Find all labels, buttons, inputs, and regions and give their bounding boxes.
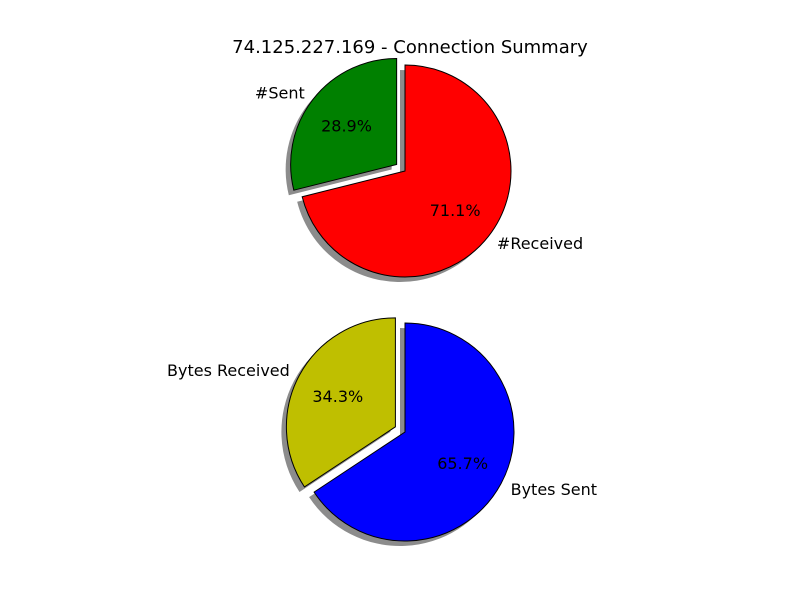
pie-slice-received (301, 64, 512, 278)
slice-label-bytes-sent: Bytes Sent (511, 480, 597, 499)
pie-slices (290, 57, 512, 278)
pct-label-bytes-received: 34.3% (312, 387, 363, 406)
slice-label-bytes-received: Bytes Received (167, 361, 290, 380)
pie-labels: 28.9% #Sent 71.1% #Received (255, 84, 583, 253)
pct-label-sent: 28.9% (321, 116, 372, 135)
pie-slices (285, 317, 515, 542)
slice-label-received: #Received (497, 234, 583, 253)
chart-title: 74.125.227.169 - Connection Summary (232, 37, 588, 58)
pie-slice-bytes-received (285, 317, 396, 488)
pie-slice-sent (290, 57, 398, 191)
pie-slice-bytes-sent (313, 322, 515, 542)
pie-chart-connections: 28.9% #Sent 71.1% #Received (255, 57, 583, 282)
slice-label-sent: #Sent (255, 84, 305, 103)
pct-label-received: 71.1% (430, 201, 481, 220)
pie-chart-bytes: 34.3% Bytes Received 65.7% Bytes Sent (167, 317, 597, 546)
pie-labels: 34.3% Bytes Received 65.7% Bytes Sent (167, 361, 597, 499)
pct-label-bytes-sent: 65.7% (437, 454, 488, 473)
